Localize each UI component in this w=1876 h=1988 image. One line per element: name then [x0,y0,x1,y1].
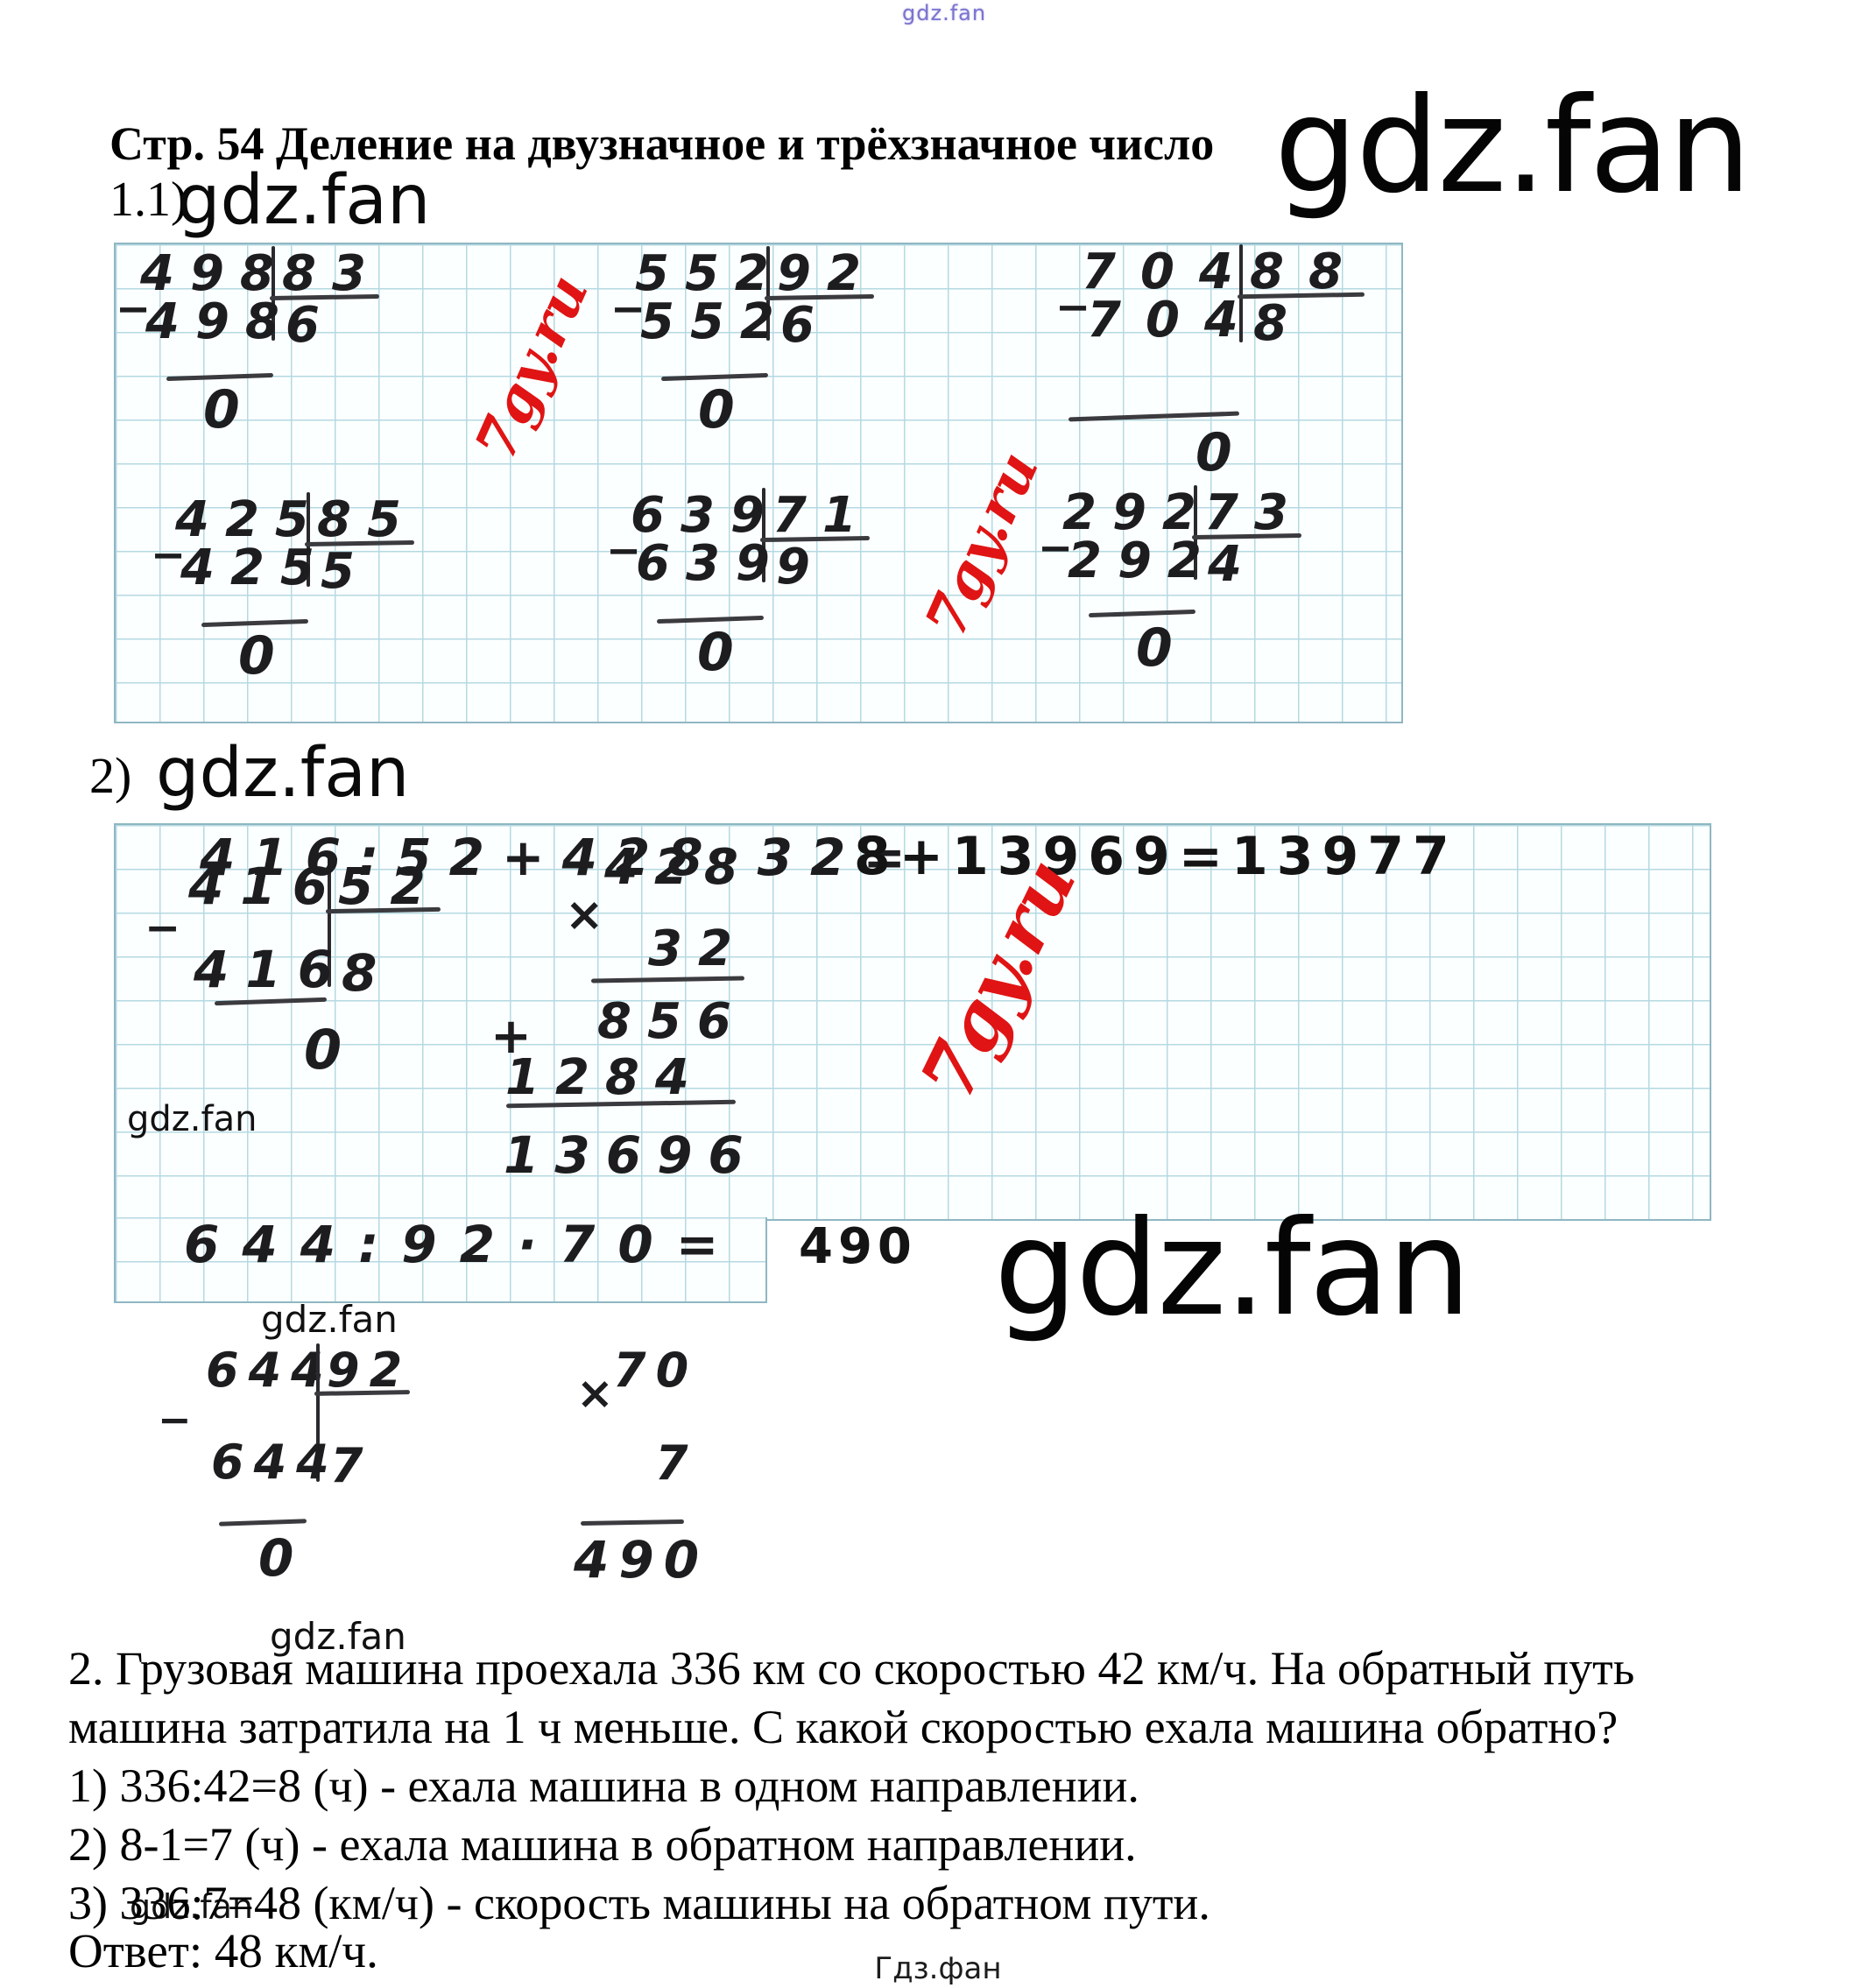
mult-428-32-factor-1: 428 [604,839,754,896]
div-425-85-minus: − [151,531,187,580]
div-498-83-quotient: 6 [286,297,320,354]
div-704-88-divisor: 88 [1250,243,1367,300]
div-552-92-subtrahend: 552 [640,293,790,350]
watermark-inline-2: gdz.fan [156,734,410,813]
div-292-73-subtrahend: 292 [1068,532,1217,589]
div-416-52-quotient: 8 [342,943,377,1003]
div-292-73-minus: − [1038,524,1074,573]
word-problem-solution: 2. Грузовая машина проехала 336 км со ск… [68,1639,1634,1933]
watermark-small-3: gdz.fan [270,1615,406,1658]
div-644-92-minus: − [158,1396,192,1443]
div-552-92-dividend: 552 [635,245,785,302]
mult-70-7-factor-2: 7 [655,1435,698,1491]
div-704-88-subtrahend: 704 [1087,292,1263,349]
solution-line-2: машина затратила на 1 ч меньше. С какой … [68,1701,1619,1753]
part-1-label: 1.1) [109,173,187,227]
answer-line: Ответ: 48 км/ч. [68,1924,378,1977]
div-552-92-minus: − [610,285,646,334]
div-639-71-remainder: 0 [697,622,734,683]
expr-416-52-428-32: 416:52+428·32= [200,828,923,887]
div-425-85-subtrahend: 425 [180,539,330,596]
div-704-88-dividend: 704 [1082,243,1258,300]
watermark-tiny-top: gdz.fan [902,1,987,25]
graph-paper-section-2 [114,823,1711,1221]
mult-70-7-result: 490 [574,1530,709,1590]
div-639-71-divisor: 71 [772,487,872,544]
mult-428-32-partial-1: 856 [597,993,747,1050]
graph-paper-section-2-bottom [114,1217,767,1303]
div-292-73-dividend: 292 [1062,484,1212,541]
expr-result-13977: 8+13969=13977 [854,826,1458,887]
div-498-83-bar [272,246,275,341]
div-644-92-quotient: 7 [330,1438,363,1493]
div-644-92-remainder: 0 [258,1528,294,1588]
watermark-small-4: gdz.fan [130,1887,254,1926]
div-416-52-remainder: 0 [304,1018,342,1082]
mult-70-7-times-sign: × [576,1368,614,1420]
div-704-88-minus: − [1055,283,1091,332]
div-292-73-bar [1194,485,1197,580]
div-644-92-bar [316,1343,320,1482]
div-644-92-divisor: 92 [327,1343,413,1398]
watermark-inline-1: gdz.fan [177,161,431,240]
expr-result-490: 490 [799,1218,917,1275]
div-416-52-divisor: 52 [338,857,442,916]
solution-line-3: 1) 336:42=8 (ч) - ехала машина в одном н… [68,1759,1139,1812]
div-552-92-quotient: 6 [780,297,815,354]
div-644-92-subtrahend: 644 [211,1435,339,1490]
watermark-small-2: gdz.fan [261,1298,398,1341]
mult-70-7-factor-1: 70 [613,1343,699,1398]
mult-428-32-plus-sign: + [490,1008,532,1065]
mult-428-32-factor-2: 32 [648,920,748,977]
div-498-83-dividend: 498 [140,245,290,302]
div-425-85-bar [307,492,310,587]
graph-paper-section-1 [114,243,1403,723]
div-292-73-divisor: 73 [1204,484,1304,541]
div-639-71-dividend: 639 [631,487,780,544]
mult-428-32-partial-2: 1284 [505,1049,705,1106]
div-498-83-remainder: 0 [203,379,240,441]
watermark-big-mid: gdz.fan [994,1193,1471,1345]
div-704-88-bar [1239,244,1243,342]
div-416-52-dividend: 416 [188,857,345,916]
div-704-88-remainder: 0 [1195,422,1232,483]
div-644-92-result-line [218,1519,307,1526]
div-498-83-minus: − [116,285,152,334]
div-292-73-quotient: 4 [1208,536,1242,593]
div-552-92-divisor: 92 [777,245,877,302]
div-425-85-quotient: 5 [321,543,355,600]
div-552-92-remainder: 0 [698,379,735,441]
solution-line-5: 3) 336:7=48 (км/ч) - скорость машины на … [68,1877,1210,1929]
mult-428-32-result: 13696 [504,1125,759,1185]
div-552-92-bar [766,246,770,341]
expr-644-92-70: 644:92·70= [184,1215,742,1274]
part-2-label: 2) [89,747,132,804]
div-644-92-dividend: 644 [206,1343,334,1398]
div-425-85-remainder: 0 [238,625,275,687]
div-639-71-minus: − [606,526,642,575]
div-639-71-subtrahend: 639 [636,535,786,592]
div-425-85-divisor: 85 [317,491,417,548]
watermark-small-1: gdz.fan [127,1099,257,1139]
solution-line-4: 2) 8-1=7 (ч) - ехала машина в обратном н… [68,1818,1137,1871]
div-639-71-quotient: 9 [776,539,810,596]
div-639-71-bar [762,488,765,582]
div-704-88-quotient: 8 [1253,295,1287,352]
mult-70-7-line-2 [580,1519,685,1526]
div-292-73-remainder: 0 [1136,617,1173,679]
div-416-52-bar [328,857,331,987]
page-title: Стр. 54 Деление на двузначное и трёхзнач… [109,117,1215,170]
mult-428-32-times-sign: × [565,888,604,941]
div-425-85-dividend: 425 [175,491,325,548]
div-498-83-divisor: 83 [282,245,382,302]
div-416-52-minus: − [145,903,181,953]
watermark-big-top: gdz.fan [1274,70,1752,222]
div-416-52-subtrahend: 416 [194,940,350,999]
footer-site-name: Гдз.фан [874,1951,1002,1986]
div-498-83-subtrahend: 498 [145,293,295,350]
solution-line-1: 2. Грузовая машина проехала 336 км со ск… [68,1642,1635,1695]
